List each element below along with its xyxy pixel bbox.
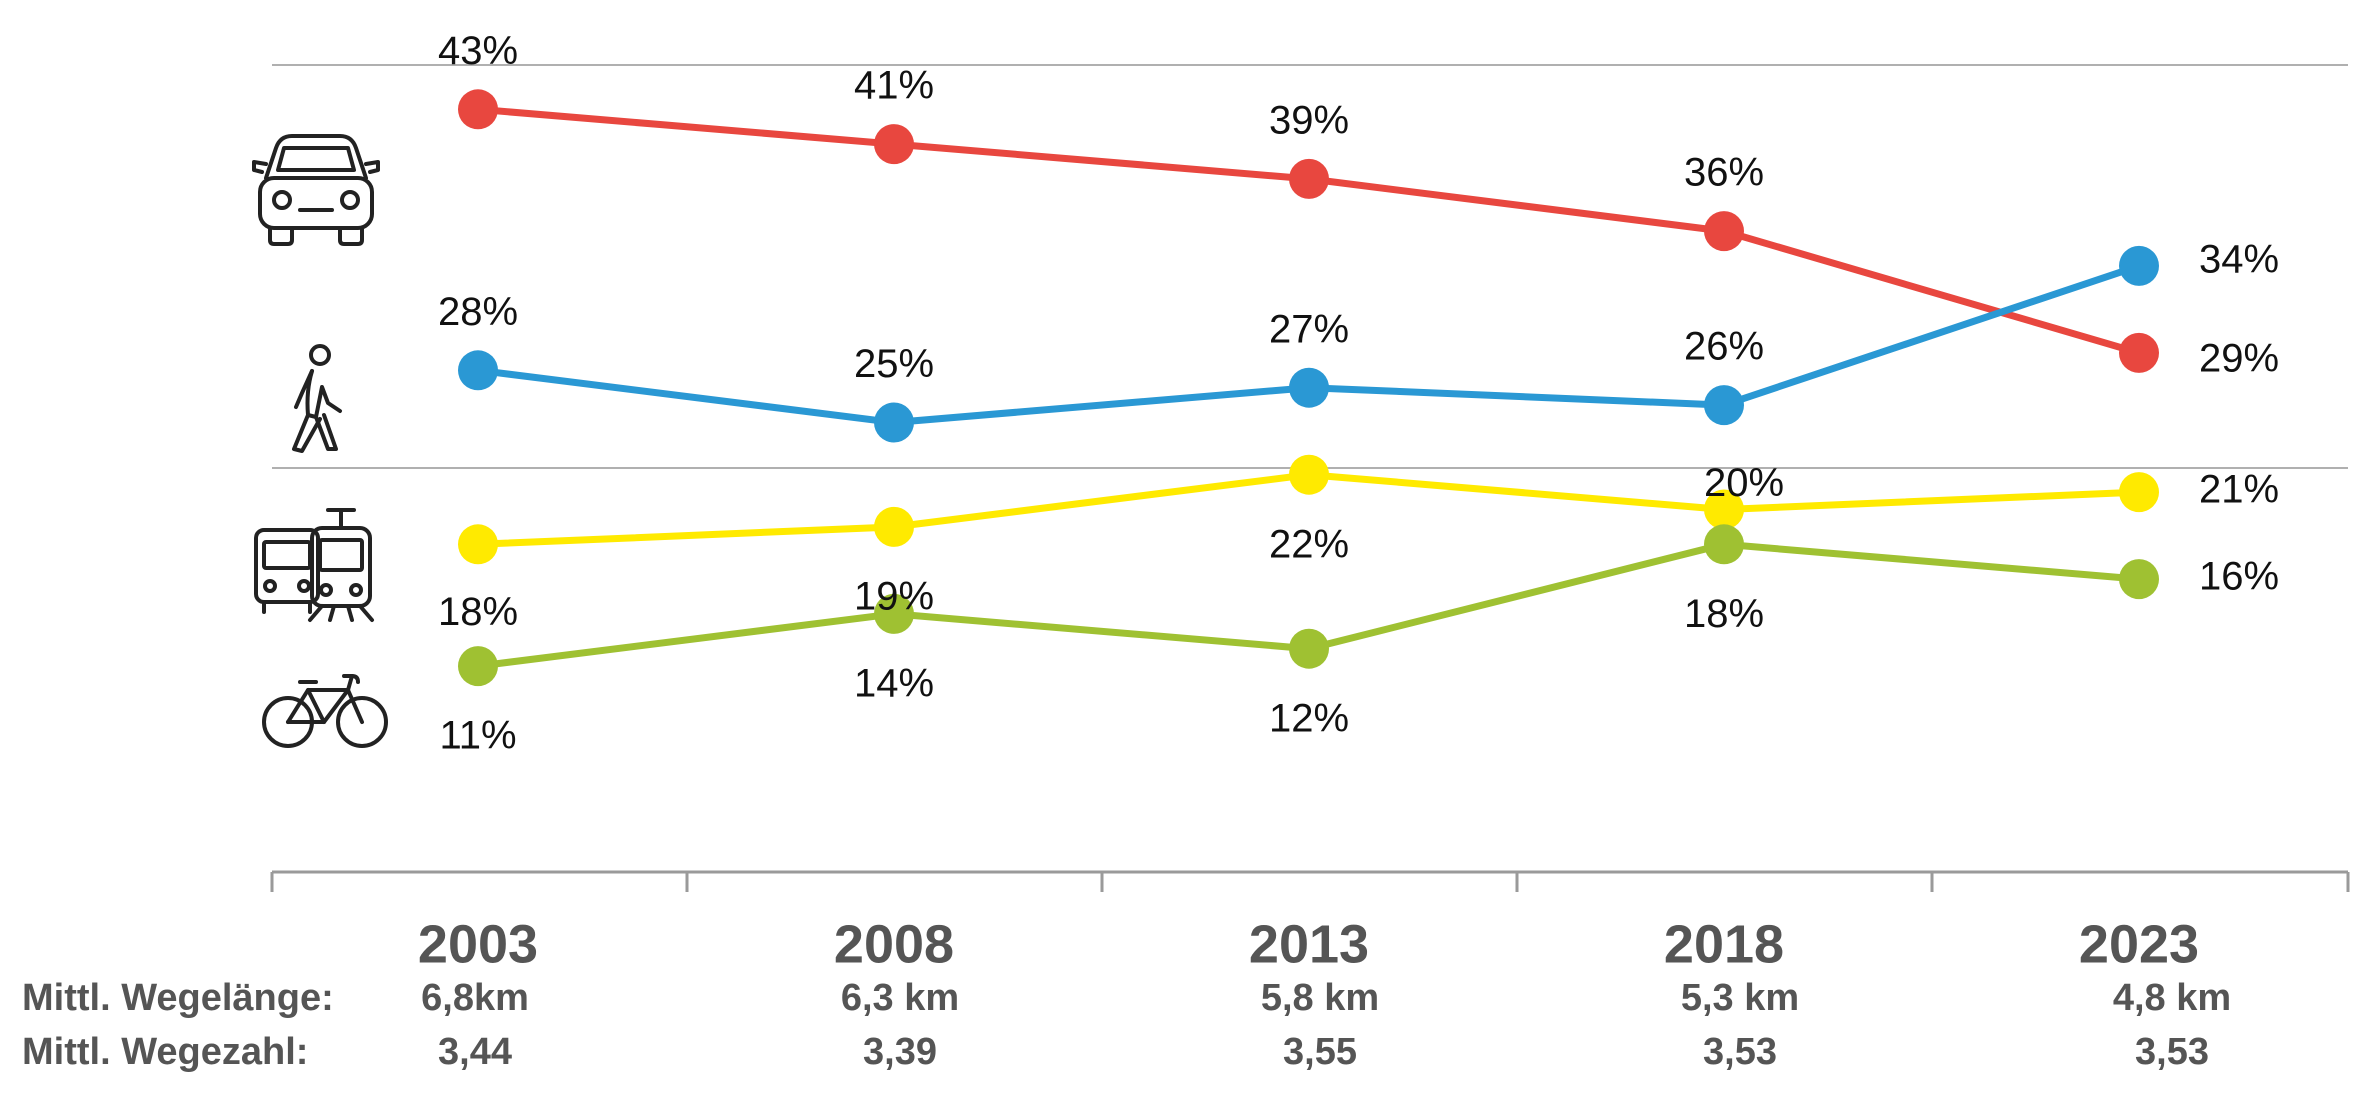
stats-row-1-value-2003: 3,44: [438, 1031, 512, 1073]
x-tick-label-2008: 2008: [834, 914, 954, 974]
pedestrian-label-2008: 25%: [854, 342, 934, 386]
public-transport-icon: [254, 508, 374, 622]
series-layer: [458, 89, 2159, 687]
stats-row-0-value-2008: 6,3 km: [841, 977, 959, 1019]
x-tick-label-2003: 2003: [418, 914, 538, 974]
bicycle-point-2008: [874, 593, 914, 634]
stats-row-1-value-2023: 3,53: [2135, 1031, 2209, 1073]
car-point-2018: [1704, 211, 1744, 252]
bicycle-label-2008: 14%: [854, 661, 934, 705]
public-transport-label-2003: 18%: [438, 590, 518, 634]
x-tick-label-2023: 2023: [2079, 914, 2199, 974]
stats-row-1-value-2018: 3,53: [1703, 1031, 1777, 1073]
pedestrian-label-2013: 27%: [1269, 307, 1349, 351]
x-tick-label-2013: 2013: [1249, 914, 1369, 974]
car-point-2013: [1289, 158, 1329, 199]
bicycle-label-2003: 11%: [439, 714, 516, 758]
car-icon: [252, 134, 380, 246]
pedestrian-point-2013: [1289, 367, 1329, 408]
stats-row-0-value-2018: 5,3 km: [1681, 977, 1799, 1019]
car-label-2008: 41%: [854, 64, 934, 108]
public-transport-label-2008: 19%: [854, 574, 934, 618]
public-transport-label-2013: 22%: [1269, 522, 1349, 566]
pedestrian-point-2023: [2119, 245, 2159, 286]
stats-row-1-value-2013: 3,55: [1283, 1031, 1357, 1073]
car-label-2013: 39%: [1269, 98, 1349, 142]
bicycle-point-2013: [1289, 628, 1329, 669]
bicycle-point-2023: [2119, 559, 2159, 600]
stats-row-1-value-2008: 3,39: [863, 1031, 937, 1073]
car-point-2003: [458, 89, 498, 130]
bicycle-icon: [262, 674, 388, 748]
pedestrian-icon: [292, 344, 342, 453]
pedestrian-point-2003: [458, 350, 498, 391]
x-axis: 2003 2008 2013 2018 2023: [270, 870, 2350, 974]
public-transport-point-2008: [874, 506, 914, 547]
bicycle-label-2013: 12%: [1269, 696, 1349, 740]
public-transport-label-2018: 20%: [1704, 461, 1784, 505]
stats-row-0-value-2003: 6,8km: [421, 977, 529, 1019]
stats-table: Mittl. Wegelänge: 6,8km 6,3 km 5,8 km 5,3 km…: [22, 977, 2231, 1073]
public-transport-label-2023: 21%: [2199, 468, 2279, 512]
stats-row-0-value-2013: 5,8 km: [1261, 977, 1379, 1019]
car-label-2003: 43%: [438, 29, 518, 73]
car-point-2023: [2119, 332, 2159, 373]
car-label-2018: 36%: [1684, 151, 1764, 195]
stats-row-label-0: Mittl. Wegelänge:: [22, 977, 334, 1019]
public-transport-point-2018: [1704, 489, 1744, 530]
bicycle-label-2018: 18%: [1684, 592, 1764, 636]
bicycle-point-2003: [458, 646, 498, 687]
car-label-2023: 29%: [2199, 336, 2279, 380]
x-tick-label-2018: 2018: [1664, 914, 1784, 974]
label-layer: 43% 41% 39% 36% 29% 28% 25% 27% 26% 34% 18% 19% 22% 2…: [438, 29, 2279, 758]
car-point-2008: [874, 124, 914, 165]
pedestrian-label-2018: 26%: [1684, 325, 1764, 369]
bicycle-label-2023: 16%: [2199, 555, 2279, 599]
public-transport-point-2013: [1289, 454, 1329, 495]
public-transport-point-2023: [2119, 472, 2159, 513]
stats-row-label-1: Mittl. Wegezahl:: [22, 1031, 308, 1073]
pedestrian-label-2023: 34%: [2199, 237, 2279, 281]
bicycle-point-2018: [1704, 524, 1744, 565]
pedestrian-label-2003: 28%: [438, 290, 518, 334]
pedestrian-point-2018: [1704, 385, 1744, 426]
pedestrian-point-2008: [874, 402, 914, 443]
public-transport-point-2003: [458, 524, 498, 565]
stats-row-0-value-2023: 4,8 km: [2113, 977, 2231, 1019]
